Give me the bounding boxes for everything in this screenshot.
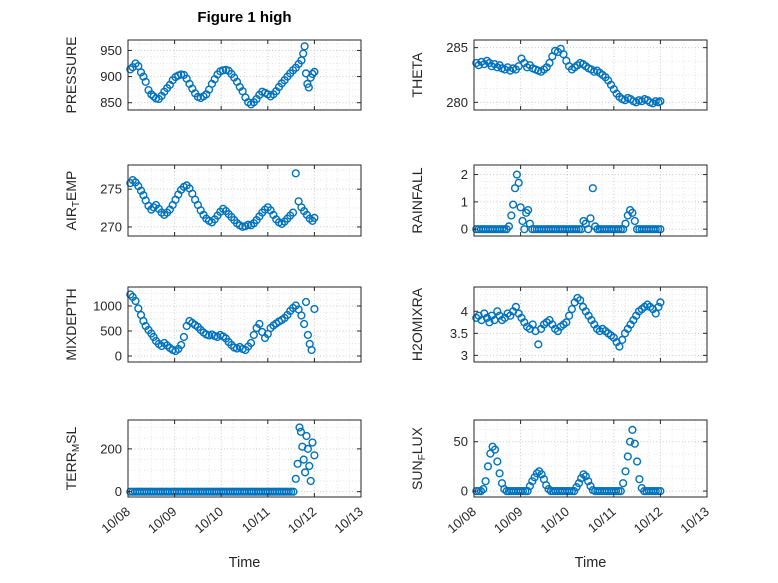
tick-marks <box>127 165 362 236</box>
y-tick-label: 2 <box>461 167 468 182</box>
y-tick-label: 0 <box>461 222 468 237</box>
scatter-markers <box>472 293 665 351</box>
scatter-markers <box>126 290 319 356</box>
y-tick-label: 275 <box>100 182 122 197</box>
scatter-markers <box>126 42 319 109</box>
scatter-markers <box>126 423 319 496</box>
x-tick-label: 10/12 <box>631 504 666 536</box>
tick-marks <box>127 40 362 110</box>
scatter-markers <box>472 170 665 234</box>
scatter-markers <box>472 425 665 496</box>
y-tick-labels: 280 285 <box>446 40 468 110</box>
y-axis-label-mixdepth: MIXDEPTH <box>63 288 79 360</box>
axes-box <box>473 286 708 363</box>
y-tick-label: 0 <box>461 484 468 499</box>
axes-box <box>127 286 362 363</box>
y-tick-label: 3.5 <box>450 326 468 341</box>
y-axis-label-air-temp: AIRTEMP <box>63 171 82 231</box>
grid <box>474 287 707 362</box>
y-tick-label: 850 <box>100 95 122 110</box>
x-tick-label: 10/09 <box>145 504 180 536</box>
subplot-pressure: 850 900 950 PRESSURE <box>63 36 362 114</box>
subplot-terr-msl: 0 200 TERRMSL 10/08 10/09 10/10 10/11 10/12 10/1… <box>63 419 366 571</box>
tick-marks <box>127 420 362 497</box>
x-tick-label: 10/09 <box>491 504 526 536</box>
y-tick-label: 4 <box>461 304 468 319</box>
y-tick-label: 0 <box>115 484 122 499</box>
figure-title: Figure 1 high <box>197 9 292 26</box>
y-tick-label: 270 <box>100 219 122 234</box>
tick-marks <box>127 287 362 362</box>
tick-marks <box>473 420 708 497</box>
plot-area <box>128 287 361 362</box>
axes-box <box>473 39 708 111</box>
tick-marks <box>473 40 708 110</box>
subplot-mixdepth: 0 500 1000 MIXDEPTH <box>63 286 362 364</box>
tick-marks <box>473 165 708 236</box>
y-tick-label: 200 <box>100 441 122 456</box>
x-tick-label: 10/13 <box>331 504 366 536</box>
y-tick-label: 900 <box>100 69 122 84</box>
y-axis-label-terr-msl: TERRMSL <box>63 426 82 490</box>
axes-box <box>473 164 708 237</box>
x-tick-label: 10/08 <box>444 504 479 536</box>
x-tick-label: 10/11 <box>585 504 619 536</box>
x-tick-label: 10/12 <box>285 504 320 536</box>
x-axis-label: Time <box>229 555 261 571</box>
x-tick-label: 10/10 <box>192 504 227 536</box>
y-tick-label: 3 <box>461 348 468 363</box>
axes-box <box>127 164 362 237</box>
y-tick-label: 280 <box>446 95 468 110</box>
y-axis-label-h2omixra: H2OMIXRA <box>409 287 425 361</box>
y-tick-label: 50 <box>454 434 468 449</box>
grid <box>474 40 707 110</box>
x-tick-label: 10/11 <box>239 504 273 536</box>
subplot-rainfall: 0 1 2 RAINFALL <box>409 164 708 237</box>
x-axis-label: Time <box>575 555 607 571</box>
y-tick-label: 500 <box>100 324 122 339</box>
y-tick-labels: 0 50 <box>454 434 468 498</box>
y-tick-labels: 0 200 <box>100 441 122 499</box>
x-tick-label: 10/13 <box>677 504 712 536</box>
scatter-markers <box>126 169 319 232</box>
tick-marks <box>473 287 708 362</box>
y-axis-label-rainfall: RAINFALL <box>409 167 425 233</box>
y-tick-labels: 33.54 <box>450 304 468 363</box>
y-tick-label: 950 <box>100 43 122 58</box>
y-tick-labels: 270 275 <box>100 182 122 235</box>
y-tick-labels: 0 500 1000 <box>93 299 122 364</box>
x-tick-labels: 10/08 10/09 10/10 10/11 10/12 10/13 <box>98 504 366 536</box>
subplot-air-temp: 270 275 AIRTEMP <box>63 164 362 237</box>
y-axis-label-pressure: PRESSURE <box>63 36 79 113</box>
y-tick-label: 1 <box>461 194 468 209</box>
y-axis-label-sun-flux: SUNFLUX <box>409 426 428 490</box>
y-tick-labels: 850 900 950 <box>100 43 122 110</box>
subplot-sun-flux: 0 50 SUNFLUX 10/08 10/09 10/10 10/11 10/12 10/13… <box>409 419 712 571</box>
axes-box <box>127 39 362 111</box>
subplot-theta: 280 285 THETA <box>409 39 708 111</box>
axes-box <box>473 419 708 498</box>
y-tick-label: 285 <box>446 40 468 55</box>
y-tick-label: 1000 <box>93 299 122 314</box>
scatter-markers <box>472 44 665 108</box>
y-tick-label: 0 <box>115 349 122 364</box>
x-tick-label: 10/10 <box>538 504 573 536</box>
y-tick-labels: 0 1 2 <box>461 167 468 237</box>
x-tick-label: 10/08 <box>98 504 133 536</box>
x-tick-labels: 10/08 10/09 10/10 10/11 10/12 10/13 <box>444 504 712 536</box>
y-axis-label-theta: THETA <box>409 52 425 98</box>
axes-box <box>127 419 362 498</box>
